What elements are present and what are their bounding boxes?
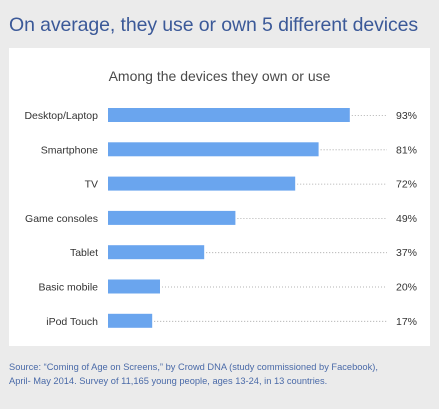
bar-desktop-laptop (108, 108, 350, 122)
bar-basic-mobile (108, 279, 160, 294)
bar-smartphone (108, 142, 319, 157)
category-label-ipod-touch: iPod Touch (46, 316, 98, 328)
bar-tablet (108, 245, 205, 260)
value-label-ipod-touch: 17% (396, 316, 417, 328)
bar-game-consoles (108, 210, 236, 225)
category-label-tv: TV (85, 179, 98, 191)
value-label-desktop-laptop: 93% (396, 110, 417, 122)
chart-panel (9, 48, 430, 346)
value-label-tablet: 37% (396, 247, 417, 259)
value-label-tv: 72% (396, 179, 417, 191)
value-label-smartphone: 81% (396, 144, 417, 156)
category-label-tablet: Tablet (70, 247, 98, 259)
source-line-2: April- May 2014. Survey of 11,165 young … (9, 376, 328, 386)
source-note: Source: “Coming of Age on Screens,” by C… (9, 360, 434, 388)
page-headline: On average, they use or own 5 different … (9, 14, 419, 36)
value-label-basic-mobile: 20% (396, 282, 417, 294)
category-label-basic-mobile: Basic mobile (38, 282, 98, 294)
source-line-1: Source: “Coming of Age on Screens,” by C… (9, 362, 378, 372)
chart-title: Among the devices they own or use (108, 68, 331, 84)
category-label-smartphone: Smartphone (41, 144, 98, 156)
category-label-game-consoles: Game consoles (25, 213, 98, 225)
category-label-desktop-laptop: Desktop/Laptop (24, 110, 98, 122)
bar-tv (108, 176, 296, 191)
bar-ipod-touch (108, 313, 153, 328)
value-label-game-consoles: 49% (396, 213, 417, 225)
